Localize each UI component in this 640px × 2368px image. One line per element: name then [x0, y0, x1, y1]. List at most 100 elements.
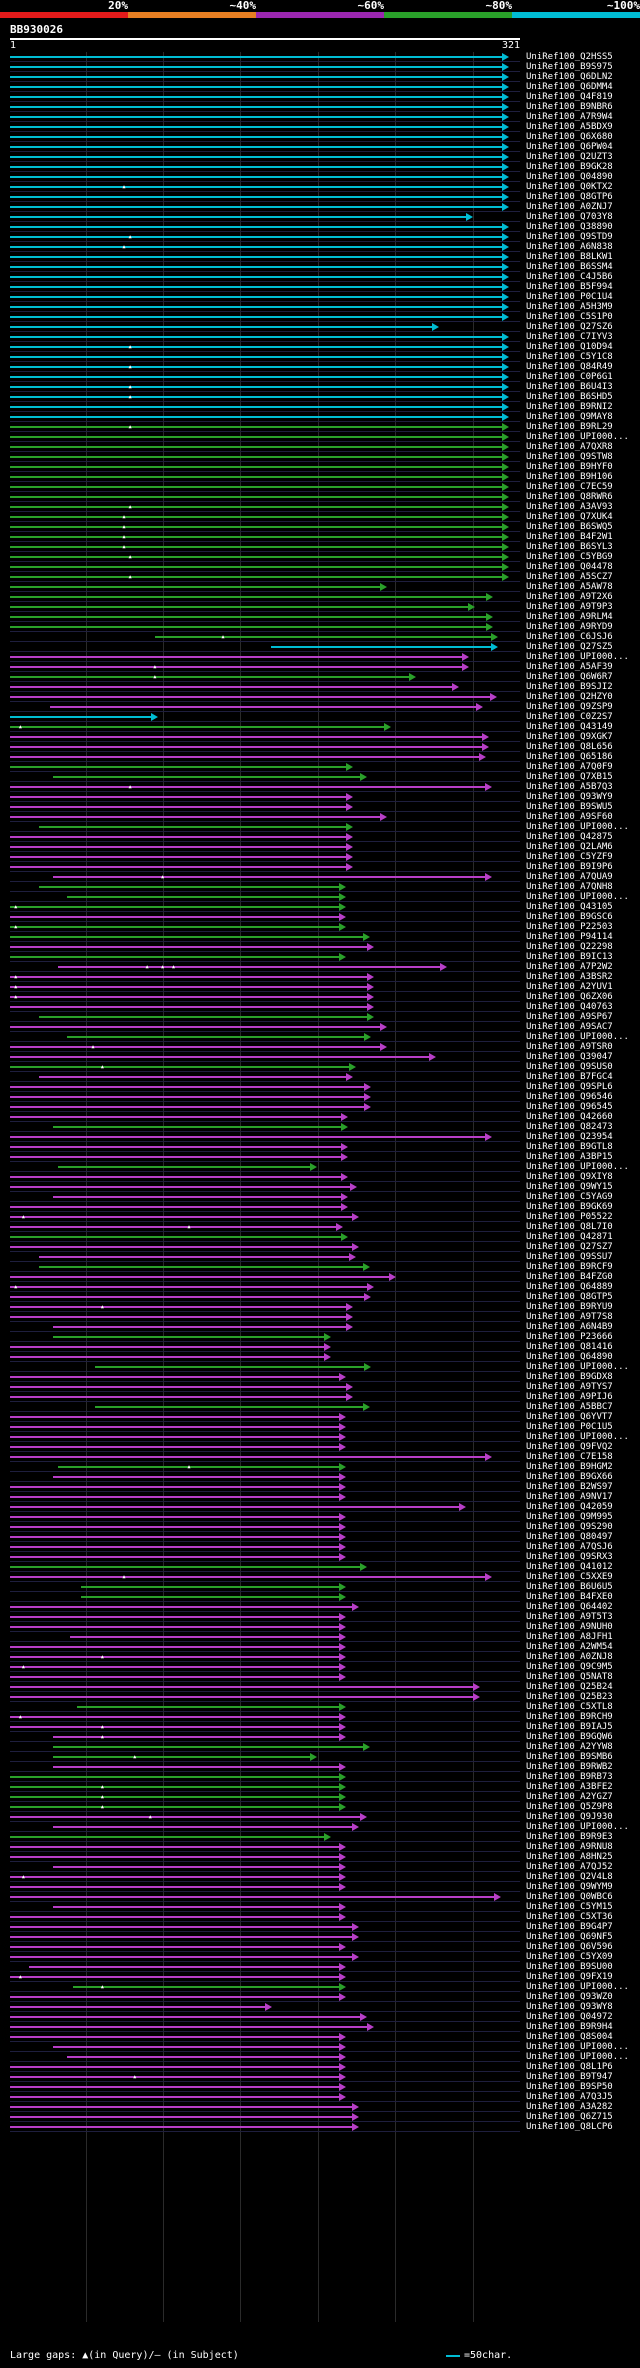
hit-label[interactable]: UniRef100_C5YBG9 [526, 552, 613, 562]
hit-label[interactable]: UniRef100_Q2UZT3 [526, 152, 613, 162]
hit-bar[interactable] [10, 406, 502, 408]
hit-label[interactable]: UniRef100_B9GK69 [526, 1202, 613, 1212]
hit-bar[interactable] [10, 1606, 352, 1608]
hit-bar[interactable] [10, 546, 502, 548]
hit-bar[interactable] [10, 196, 502, 198]
hit-label[interactable]: UniRef100_Q22298 [526, 942, 613, 952]
hit-bar[interactable] [10, 2066, 340, 2068]
hit-label[interactable]: UniRef100_A9SAC7 [526, 1022, 613, 1032]
hit-label[interactable]: UniRef100_UPI000... [526, 1162, 629, 1172]
hit-bar[interactable] [10, 916, 340, 918]
hit-label[interactable]: UniRef100_Q2HSS5 [526, 52, 613, 62]
hit-label[interactable]: UniRef100_B9RB73 [526, 1772, 613, 1782]
hit-label[interactable]: UniRef100_A5B7Q3 [526, 782, 613, 792]
hit-bar[interactable] [10, 1426, 340, 1428]
hit-label[interactable]: UniRef100_A5BDX9 [526, 122, 613, 132]
hit-label[interactable]: UniRef100_A7Q0F9 [526, 762, 613, 772]
hit-label[interactable]: UniRef100_C7IYV3 [526, 332, 613, 342]
hit-bar[interactable] [10, 986, 368, 988]
hit-label[interactable]: UniRef100_UPI000... [526, 652, 629, 662]
hit-bar[interactable] [10, 1136, 485, 1138]
hit-bar[interactable] [10, 336, 502, 338]
hit-bar[interactable] [53, 2046, 340, 2048]
hit-bar[interactable] [10, 376, 502, 378]
hit-label[interactable]: UniRef100_Q4F819 [526, 92, 613, 102]
hit-bar[interactable] [10, 666, 462, 668]
hit-label[interactable]: UniRef100_A9RLM4 [526, 612, 613, 622]
hit-bar[interactable] [10, 536, 502, 538]
hit-label[interactable]: UniRef100_C5Y1C8 [526, 352, 613, 362]
hit-label[interactable]: UniRef100_B9I9P6 [526, 862, 613, 872]
hit-label[interactable]: UniRef100_A9TYS7 [526, 1382, 613, 1392]
hit-bar[interactable] [10, 726, 385, 728]
hit-bar[interactable] [10, 736, 482, 738]
hit-label[interactable]: UniRef100_Q04972 [526, 2012, 613, 2022]
hit-bar[interactable] [10, 586, 380, 588]
hit-label[interactable]: UniRef100_B2WS97 [526, 1482, 613, 1492]
hit-bar[interactable] [53, 1866, 340, 1868]
hit-label[interactable]: UniRef100_UPI000... [526, 2052, 629, 2062]
hit-label[interactable]: UniRef100_Q8L656 [526, 742, 613, 752]
hit-label[interactable]: UniRef100_B9SWU5 [526, 802, 613, 812]
hit-label[interactable]: UniRef100_Q6ZX06 [526, 992, 613, 1002]
hit-label[interactable]: UniRef100_A2YYW8 [526, 1742, 613, 1752]
hit-bar[interactable] [10, 1656, 340, 1658]
hit-bar[interactable] [10, 426, 502, 428]
hit-label[interactable]: UniRef100_Q6Z715 [526, 2112, 613, 2122]
hit-bar[interactable] [10, 176, 502, 178]
hit-bar[interactable] [10, 156, 502, 158]
hit-label[interactable]: UniRef100_Q9S290 [526, 1522, 613, 1532]
hit-label[interactable]: UniRef100_UPI000... [526, 1362, 629, 1372]
hit-label[interactable]: UniRef100_Q9STD9 [526, 232, 613, 242]
hit-label[interactable]: UniRef100_UPI000... [526, 1032, 629, 1042]
hit-label[interactable]: UniRef100_P22503 [526, 922, 613, 932]
hit-bar[interactable] [10, 1716, 340, 1718]
hit-label[interactable]: UniRef100_Q64890 [526, 1352, 613, 1362]
hit-bar[interactable] [10, 1686, 473, 1688]
hit-bar[interactable] [10, 1896, 495, 1898]
hit-label[interactable]: UniRef100_Q42871 [526, 1232, 613, 1242]
hit-bar[interactable] [76, 1706, 340, 1708]
hit-bar[interactable] [10, 296, 502, 298]
hit-label[interactable]: UniRef100_B6SWQ5 [526, 522, 613, 532]
hit-bar[interactable] [39, 1266, 363, 1268]
hit-bar[interactable] [10, 866, 346, 868]
hit-label[interactable]: UniRef100_Q9SUS0 [526, 1062, 613, 1072]
hit-label[interactable]: UniRef100_Q82473 [526, 1122, 613, 1132]
hit-bar[interactable] [10, 186, 502, 188]
hit-label[interactable]: UniRef100_Q81416 [526, 1342, 613, 1352]
hit-bar[interactable] [10, 2086, 340, 2088]
hit-bar[interactable] [10, 516, 502, 518]
hit-bar[interactable] [73, 1986, 340, 1988]
hit-bar[interactable] [10, 526, 502, 528]
hit-label[interactable]: UniRef100_Q6PW04 [526, 142, 613, 152]
hit-bar[interactable] [10, 216, 467, 218]
hit-bar[interactable] [10, 1106, 365, 1108]
hit-label[interactable]: UniRef100_A9RNU8 [526, 1842, 613, 1852]
hit-bar[interactable] [10, 1726, 340, 1728]
hit-bar[interactable] [10, 1296, 365, 1298]
hit-bar[interactable] [10, 2016, 360, 2018]
hit-bar[interactable] [10, 1176, 342, 1178]
hit-label[interactable]: UniRef100_Q42660 [526, 1112, 613, 1122]
hit-bar[interactable] [10, 1516, 340, 1518]
hit-bar[interactable] [53, 1766, 340, 1768]
hit-label[interactable]: UniRef100_B6U4I3 [526, 382, 613, 392]
hit-label[interactable]: UniRef100_A6N4B9 [526, 1322, 613, 1332]
hit-bar[interactable] [10, 856, 346, 858]
hit-label[interactable]: UniRef100_C5YX09 [526, 1952, 613, 1962]
hit-label[interactable]: UniRef100_Q40763 [526, 1002, 613, 1012]
hit-label[interactable]: UniRef100_Q10D94 [526, 342, 613, 352]
hit-bar[interactable] [53, 1336, 325, 1338]
hit-bar[interactable] [53, 1126, 342, 1128]
hit-label[interactable]: UniRef100_Q8RWR6 [526, 492, 613, 502]
hit-label[interactable]: UniRef100_Q0KTX2 [526, 182, 613, 192]
hit-label[interactable]: UniRef100_B9RWB2 [526, 1762, 613, 1772]
hit-bar[interactable] [39, 826, 346, 828]
hit-bar[interactable] [10, 206, 502, 208]
hit-bar[interactable] [10, 276, 502, 278]
hit-bar[interactable] [10, 166, 502, 168]
hit-bar[interactable] [10, 126, 502, 128]
hit-bar[interactable] [53, 1736, 340, 1738]
hit-bar[interactable] [10, 1026, 380, 1028]
